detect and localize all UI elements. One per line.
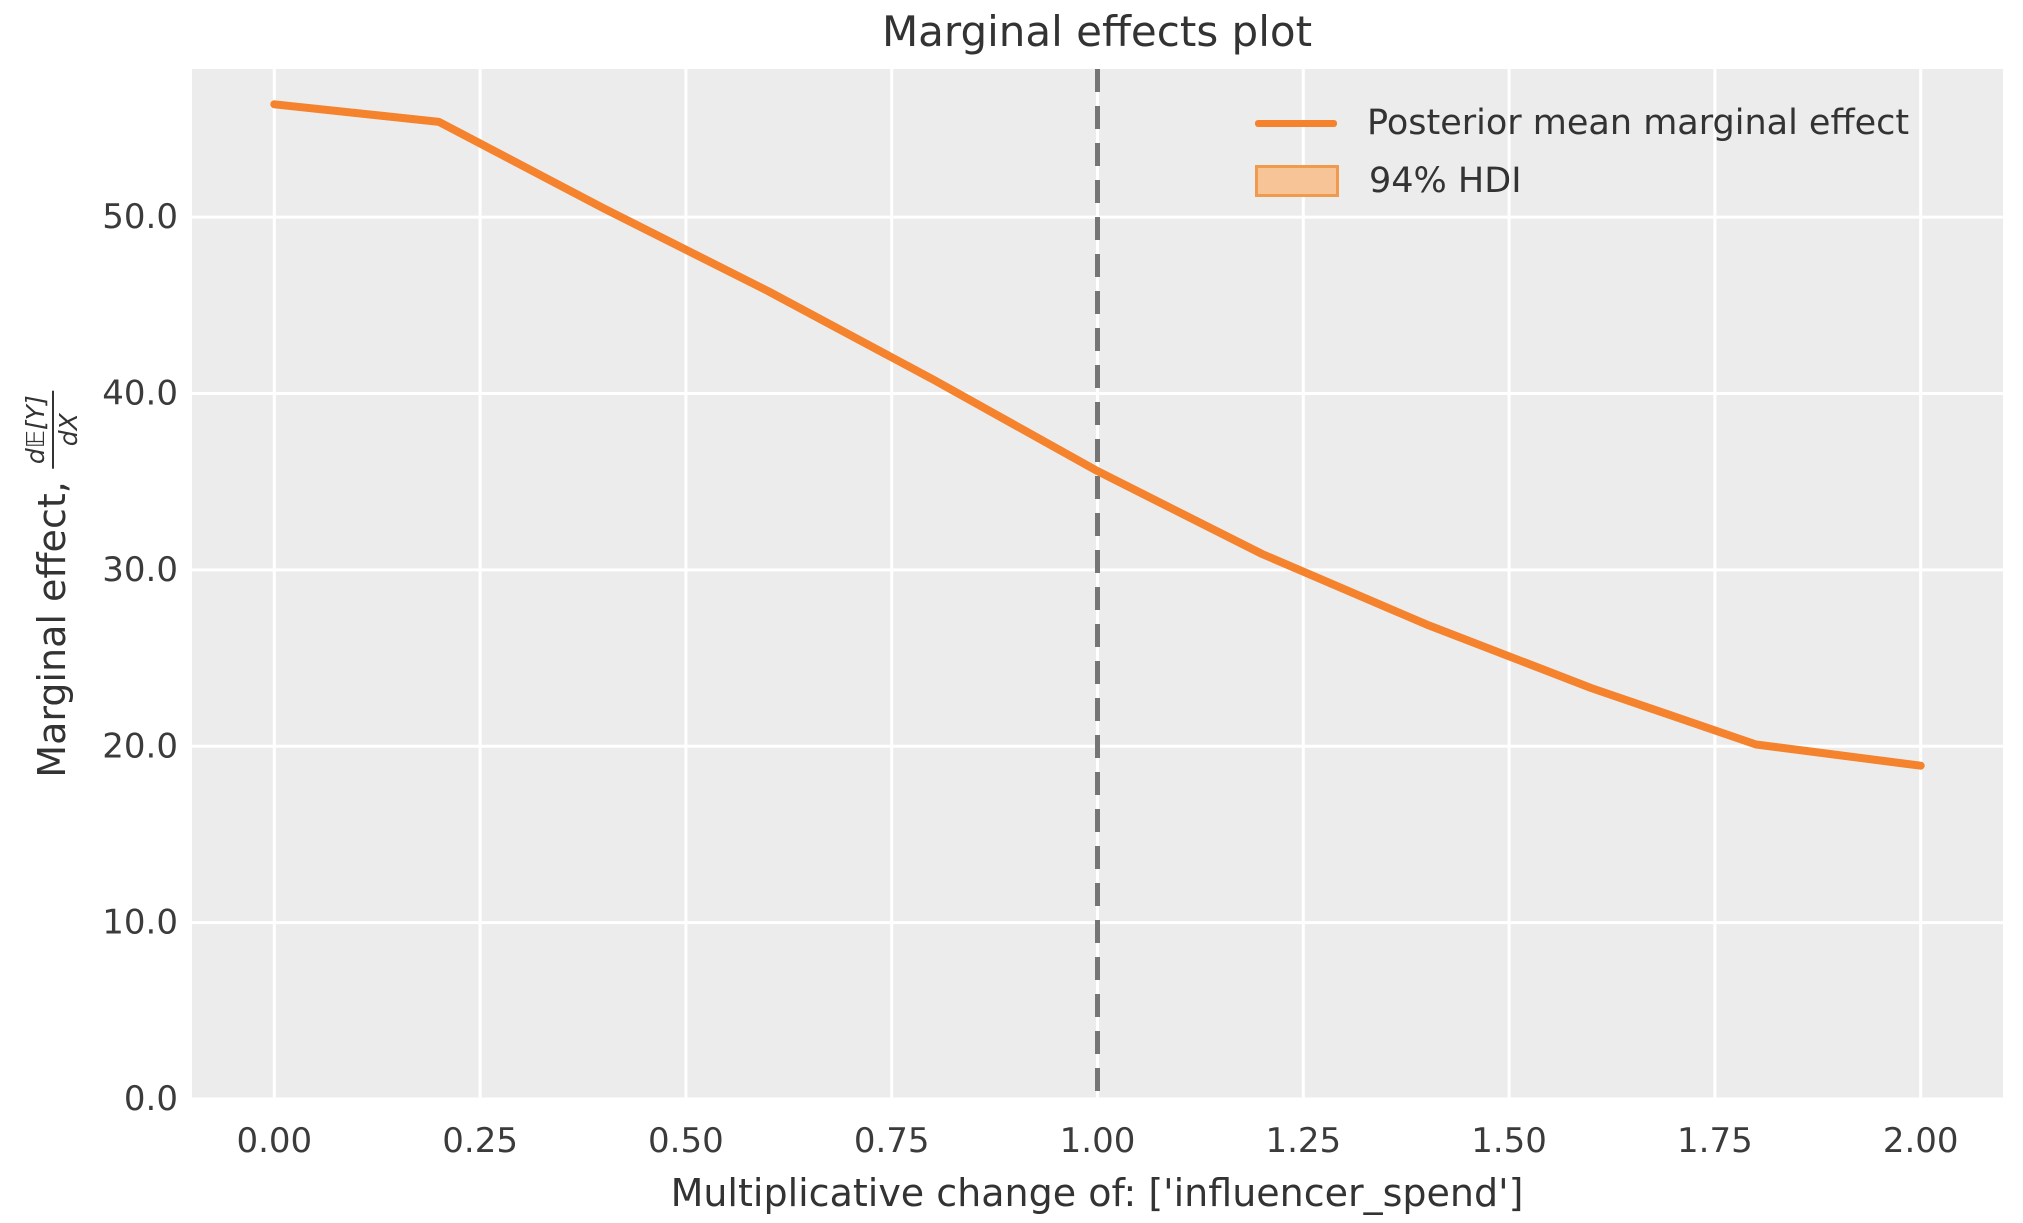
y-tick-label: 50.0 (102, 197, 178, 237)
y-axis-label-text: Marginal effect, (30, 481, 74, 778)
legend-entry-label: 94% HDI (1369, 160, 1522, 201)
y-tick-label: 30.0 (102, 550, 178, 590)
y-tick-label: 20.0 (102, 726, 178, 766)
posterior-mean-line (270, 100, 1925, 770)
legend-entry-label: Posterior mean marginal effect (1367, 102, 1910, 143)
legend-entry-hdi: 94% HDI (1255, 159, 1909, 203)
x-tick-label: 0.50 (648, 1121, 724, 1161)
x-tick-label: 0.00 (236, 1121, 312, 1161)
x-tick-label: 0.75 (854, 1121, 930, 1161)
x-tick-label: 1.25 (1265, 1121, 1341, 1161)
legend-line-swatch (1255, 119, 1337, 127)
x-axis-label: Multiplicative change of: ['influencer_s… (671, 1171, 1524, 1215)
x-tick-label: 1.00 (1060, 1121, 1136, 1161)
plot-area (192, 69, 2003, 1101)
x-tick-label: 0.25 (442, 1121, 518, 1161)
x-tick-label: 1.50 (1471, 1121, 1547, 1161)
x-tick-labels: 0.00 0.25 0.50 0.75 1.00 1.25 1.50 1.75 2.00 (236, 1121, 1958, 1161)
y-axis-label: Marginal effect, d𝔼[Y] dX (21, 390, 83, 778)
legend: Posterior mean marginal effect 94% HDI (1255, 101, 1909, 203)
legend-patch-swatch (1255, 165, 1339, 197)
fraction-numerator: d𝔼[Y] (21, 390, 54, 470)
y-axis-label-fraction: d𝔼[Y] dX (21, 390, 83, 470)
y-tick-label: 10.0 (102, 903, 178, 943)
y-tick-label: 0.0 (124, 1079, 178, 1119)
chart-title: Marginal effects plot (882, 7, 1312, 56)
legend-entry-posterior-mean: Posterior mean marginal effect (1255, 101, 1909, 145)
fraction-denominator: dX (53, 413, 83, 447)
y-tick-labels: 0.0 10.0 20.0 30.0 40.0 50.0 (102, 197, 178, 1119)
x-tick-label: 1.75 (1677, 1121, 1753, 1161)
x-tick-label: 2.00 (1883, 1121, 1959, 1161)
y-tick-label: 40.0 (102, 374, 178, 414)
